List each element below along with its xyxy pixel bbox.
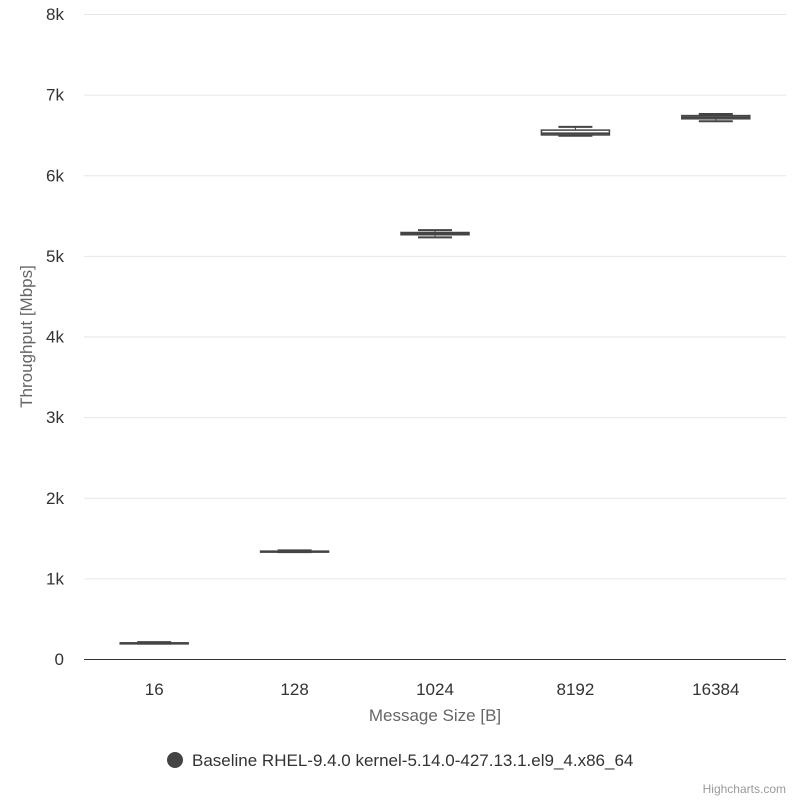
y-tick-label: 5k — [46, 247, 64, 266]
legend[interactable]: Baseline RHEL-9.4.0 kernel-5.14.0-427.13… — [167, 751, 633, 770]
x-tick-label: 8192 — [556, 680, 594, 699]
y-tick-label: 2k — [46, 489, 64, 508]
y-tick-label: 3k — [46, 408, 64, 427]
credits-link[interactable]: Highcharts.com — [703, 782, 786, 796]
y-tick-label: 0 — [55, 650, 64, 669]
y-tick-label: 7k — [46, 86, 64, 105]
box-point[interactable] — [540, 125, 611, 137]
x-tick-label: 128 — [280, 680, 308, 699]
y-tick-label: 4k — [46, 328, 64, 347]
y-tick-label: 1k — [46, 569, 64, 588]
legend-item-label[interactable]: Baseline RHEL-9.4.0 kernel-5.14.0-427.13… — [192, 751, 633, 770]
box-point[interactable] — [681, 112, 751, 123]
x-tick-label: 16 — [145, 680, 164, 699]
x-tick-label: 1024 — [416, 680, 454, 699]
y-axis-title: Throughput [Mbps] — [17, 265, 36, 408]
legend-symbol[interactable] — [167, 752, 183, 768]
grid-lines — [84, 14, 786, 580]
y-axis-tick-labels: 0 1k 2k 3k 4k 5k 6k 7k 8k — [46, 5, 64, 669]
boxplot-series[interactable] — [119, 112, 751, 645]
box-point[interactable] — [259, 549, 330, 554]
x-axis-tick-labels: 16 128 1024 8192 16384 — [145, 680, 740, 699]
x-tick-label: 16384 — [692, 680, 739, 699]
x-axis-title: Message Size [B] — [369, 706, 501, 725]
y-tick-label: 6k — [46, 166, 64, 185]
box-point[interactable] — [400, 229, 470, 239]
box-point[interactable] — [119, 641, 189, 645]
y-tick-label: 8k — [46, 5, 64, 24]
